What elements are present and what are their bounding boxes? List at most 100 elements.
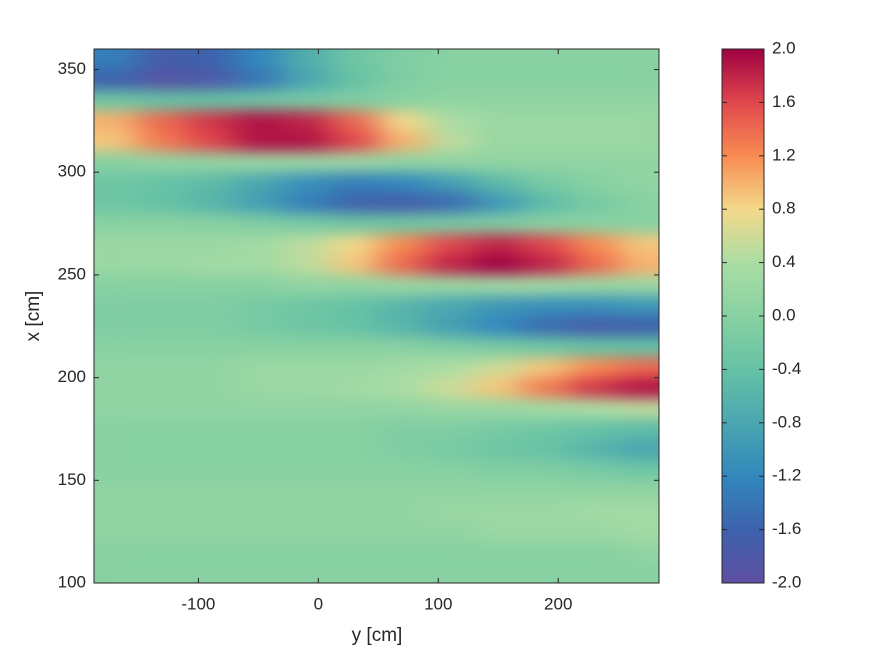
heatmap-cell bbox=[330, 562, 379, 583]
heatmap-cell bbox=[618, 336, 659, 358]
heatmap-cell bbox=[330, 500, 379, 522]
heatmap-cell bbox=[138, 192, 187, 214]
heatmap-cell bbox=[330, 110, 379, 132]
heatmap-cell bbox=[138, 295, 187, 317]
heatmap-cell bbox=[426, 274, 475, 296]
heatmap-cell bbox=[474, 192, 523, 214]
heatmap-cell bbox=[426, 336, 475, 358]
heatmap-cell bbox=[474, 254, 523, 276]
heatmap-cell bbox=[570, 357, 619, 379]
heatmap-cell bbox=[378, 295, 427, 317]
heatmap-cell bbox=[522, 439, 571, 461]
heatmap-cell bbox=[378, 151, 427, 173]
heatmap-cell bbox=[522, 377, 571, 399]
heatmap-cell bbox=[138, 480, 187, 502]
heatmap-cell bbox=[474, 90, 523, 112]
heatmap-cell bbox=[138, 274, 187, 296]
heatmap-cell bbox=[570, 500, 619, 522]
heatmap-cell bbox=[138, 233, 187, 255]
heatmap-cell bbox=[94, 295, 139, 317]
heatmap-cell bbox=[426, 110, 475, 132]
heatmap-cell bbox=[138, 110, 187, 132]
heatmap-cell bbox=[282, 110, 331, 132]
heatmap-cell bbox=[426, 192, 475, 214]
heatmap-cell bbox=[426, 49, 475, 71]
heatmap-cell bbox=[138, 500, 187, 522]
heatmap-cell bbox=[234, 336, 283, 358]
heatmap-cell bbox=[186, 151, 235, 173]
heatmap-cell bbox=[522, 562, 571, 583]
heatmap-cell bbox=[234, 541, 283, 563]
heatmap-cell bbox=[282, 254, 331, 276]
heatmap-cell bbox=[378, 274, 427, 296]
heatmap-cell bbox=[186, 90, 235, 112]
heatmap-cell bbox=[618, 357, 659, 379]
heatmap-cell bbox=[138, 172, 187, 194]
heatmap-cell bbox=[330, 131, 379, 153]
heatmap-cell bbox=[426, 459, 475, 481]
heatmap-cell bbox=[378, 233, 427, 255]
heatmap-cell bbox=[378, 500, 427, 522]
heatmap-cell bbox=[474, 357, 523, 379]
heatmap-cell bbox=[186, 480, 235, 502]
heatmap-cell bbox=[186, 500, 235, 522]
heatmap-cell bbox=[522, 316, 571, 338]
heatmap-cell bbox=[474, 69, 523, 91]
heatmap-cell bbox=[618, 316, 659, 338]
heatmap-cell bbox=[138, 316, 187, 338]
y-tick-label: 200 bbox=[58, 367, 86, 386]
heatmap-cell bbox=[94, 541, 139, 563]
heatmap-cell bbox=[570, 254, 619, 276]
heatmap-cell bbox=[330, 377, 379, 399]
heatmap-cell bbox=[618, 377, 659, 399]
y-tick-label: 350 bbox=[58, 59, 86, 78]
heatmap-cell bbox=[570, 439, 619, 461]
heatmap-cell bbox=[522, 357, 571, 379]
heatmap-cell bbox=[570, 316, 619, 338]
x-axis-label: y [cm] bbox=[352, 625, 403, 646]
heatmap-cell bbox=[378, 90, 427, 112]
heatmap-cell bbox=[94, 49, 139, 71]
heatmap-cell bbox=[282, 541, 331, 563]
y-tick-label: 100 bbox=[58, 572, 86, 591]
heatmap-cell bbox=[234, 500, 283, 522]
heatmap-cell bbox=[522, 213, 571, 235]
heatmap-cell bbox=[138, 49, 187, 71]
heatmap-cell bbox=[426, 439, 475, 461]
heatmap-cell bbox=[474, 336, 523, 358]
heatmap-cell bbox=[186, 110, 235, 132]
heatmap-cell bbox=[282, 295, 331, 317]
heatmap-cell bbox=[330, 521, 379, 543]
heatmap-cell bbox=[138, 562, 187, 583]
y-axis-label: x [cm] bbox=[23, 291, 44, 342]
heatmap-cell bbox=[522, 131, 571, 153]
heatmap-cell bbox=[474, 418, 523, 440]
heatmap-cell bbox=[378, 439, 427, 461]
heatmap-cell bbox=[426, 90, 475, 112]
heatmap-cell bbox=[522, 500, 571, 522]
heatmap-cell bbox=[234, 49, 283, 71]
colorbar-tick-label: 1.6 bbox=[772, 92, 796, 111]
heatmap-cell bbox=[138, 213, 187, 235]
colorbar-tick-label: 0.0 bbox=[772, 305, 796, 324]
heatmap-cell bbox=[186, 49, 235, 71]
heatmap-cell bbox=[474, 110, 523, 132]
heatmap-cell bbox=[474, 233, 523, 255]
heatmap-cell bbox=[522, 418, 571, 440]
heatmap-cell bbox=[618, 274, 659, 296]
heatmap-cell bbox=[282, 398, 331, 420]
heatmap-cell bbox=[138, 521, 187, 543]
heatmap-cell bbox=[330, 49, 379, 71]
heatmap-cell bbox=[282, 336, 331, 358]
heatmap-cell bbox=[570, 377, 619, 399]
heatmap-cell bbox=[618, 439, 659, 461]
heatmap-cell bbox=[94, 192, 139, 214]
y-tick-label: 300 bbox=[58, 162, 86, 181]
heatmap-cell bbox=[474, 49, 523, 71]
heatmap-cell bbox=[94, 480, 139, 502]
heatmap-cell bbox=[618, 49, 659, 71]
heatmap-cell bbox=[522, 480, 571, 502]
heatmap-cell bbox=[186, 377, 235, 399]
x-tick-label: -100 bbox=[181, 594, 215, 613]
heatmap-cell bbox=[234, 398, 283, 420]
